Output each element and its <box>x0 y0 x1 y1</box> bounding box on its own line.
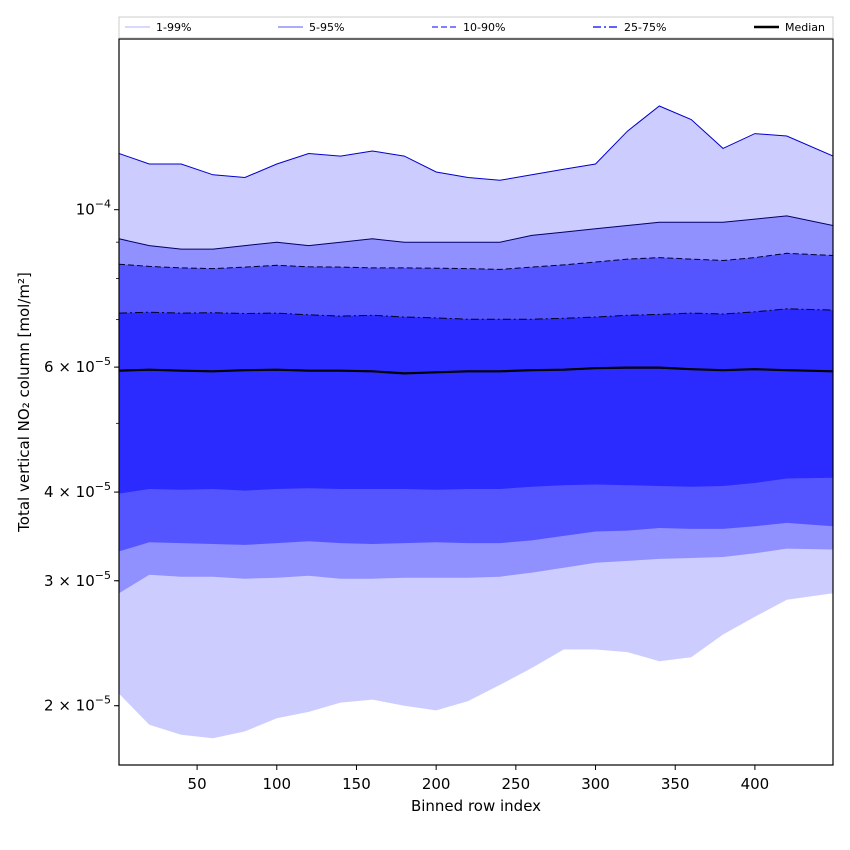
y-axis-label: Total vertical NO₂ column [mol/m²] <box>15 272 33 533</box>
plot-area <box>119 105 833 739</box>
band-fill-25-75% <box>119 308 833 494</box>
x-tick-label: 350 <box>661 775 690 793</box>
legend-item-Median: Median <box>754 21 825 34</box>
legend-item-1-99%: 1-99% <box>125 21 191 34</box>
legend-box <box>118 16 834 39</box>
y-tick-label: 4 × 10−5 <box>44 480 111 501</box>
legend-item-25-75%: 25-75% <box>593 21 666 34</box>
legend-label: Median <box>785 21 825 34</box>
x-tick-label: 150 <box>342 775 371 793</box>
percentile-bands <box>119 105 833 739</box>
x-tick-label: 50 <box>188 775 207 793</box>
y-axis: 2 × 10−5 3 × 10−5 4 × 10−5 6 × 10−5 10−4 <box>44 198 119 715</box>
x-axis-label: Binned row index <box>411 797 541 815</box>
x-tick-label: 400 <box>741 775 770 793</box>
band-upper-line-5-95% <box>119 215 833 250</box>
legend-item-5-95%: 5-95% <box>278 21 344 34</box>
band-25-75% <box>119 308 833 494</box>
band-upper-line-1-99% <box>119 105 833 181</box>
legend-label: 5-95% <box>309 21 344 34</box>
median-line <box>119 366 833 375</box>
median-layer <box>119 366 833 375</box>
legend-item-10-90%: 10-90% <box>432 21 505 34</box>
y-tick-label: 3 × 10−5 <box>44 569 111 590</box>
x-axis: 50 100 150 200 250 300 350 400 <box>188 765 770 793</box>
legend-label: 10-90% <box>463 21 505 34</box>
x-tick-label: 100 <box>262 775 291 793</box>
y-tick-label: 10−4 <box>76 198 111 219</box>
legend-label: 25-75% <box>624 21 666 34</box>
x-tick-label: 200 <box>422 775 451 793</box>
x-tick-label: 300 <box>581 775 610 793</box>
axes-frame <box>118 38 834 766</box>
band-upper-line-25-75% <box>119 308 833 320</box>
y-tick-label: 2 × 10−5 <box>44 694 111 715</box>
y-tick-label: 6 × 10−5 <box>44 355 111 376</box>
x-tick-label: 250 <box>502 775 531 793</box>
legend: 1-99% 5-95% 10-90% 25-75% Median <box>118 16 834 39</box>
legend-label: 1-99% <box>156 21 191 34</box>
